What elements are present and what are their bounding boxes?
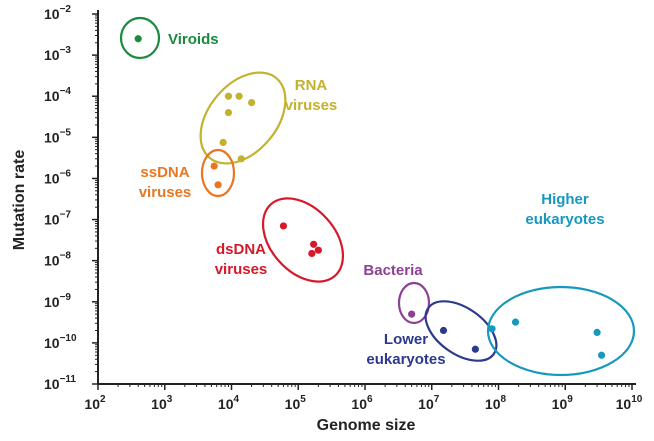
y-tick-label: 10−10 — [44, 333, 77, 351]
dsdna-viruses-point — [279, 222, 288, 230]
lower-eukaryotes-label: Lower — [384, 331, 428, 348]
x-tick-label: 107 — [418, 394, 440, 412]
lower-eukaryotes-point — [471, 345, 479, 353]
x-tick-label: 108 — [485, 394, 507, 412]
viroids-ellipse — [119, 16, 161, 60]
higher-eukaryotes-point — [488, 325, 496, 333]
rna-viruses-point — [247, 98, 256, 107]
y-tick-label: 10−2 — [44, 4, 71, 22]
y-tick-label: 10−8 — [44, 251, 71, 269]
rna-viruses-label: viruses — [285, 97, 338, 114]
higher-eukaryotes-point — [511, 318, 520, 326]
y-tick-label: 10−5 — [44, 127, 71, 145]
x-tick-label: 103 — [151, 394, 173, 412]
dsdna-viruses-point — [308, 249, 316, 258]
viroids-label: Viroids — [168, 31, 219, 48]
y-tick-label: 10−9 — [44, 292, 71, 310]
x-tick-label: 106 — [351, 394, 373, 412]
higher-eukaryotes-label: Higher — [541, 191, 589, 208]
rna-viruses-ellipse — [199, 71, 287, 165]
dsdna-viruses-ellipse — [261, 197, 345, 283]
higher-eukaryotes-point — [593, 328, 601, 336]
y-tick-label: 10−11 — [44, 374, 76, 392]
rna-viruses-point — [224, 108, 233, 117]
x-tick-label: 102 — [84, 394, 106, 412]
higher-eukaryotes-point — [597, 351, 606, 359]
dsdna-viruses-label: viruses — [215, 261, 268, 278]
lower-eukaryotes-point — [439, 326, 448, 335]
higher-eukaryotes-ellipse — [486, 285, 636, 377]
x-tick-label: 104 — [218, 394, 240, 412]
ssdna-viruses-ellipse — [200, 148, 236, 198]
tick-marks — [92, 13, 633, 390]
dsdna-viruses-point — [314, 246, 322, 254]
ssdna-viruses-point — [214, 181, 222, 189]
rna-viruses-point — [224, 92, 233, 100]
y-axis-title: Mutation rate — [11, 150, 28, 251]
bacteria-ellipse — [397, 281, 431, 325]
data-points — [134, 35, 606, 359]
bacteria-label: Bacteria — [363, 262, 423, 279]
lower-eukaryotes-label: eukaryotes — [366, 351, 445, 368]
plot-axes — [97, 10, 636, 385]
x-axis-title: Genome size — [317, 417, 416, 434]
tick-labels: 102 103 104 105 106 107 108 109 1010 10−2 10−3 10−4… — [44, 4, 643, 412]
ssdna-viruses-label: viruses — [139, 184, 192, 201]
dsdna-viruses-label: dsDNA — [216, 241, 266, 258]
rna-viruses-point — [235, 92, 243, 100]
rna-viruses-point — [219, 138, 227, 147]
x-tick-label: 1010 — [616, 394, 643, 412]
group-ellipses — [119, 16, 636, 377]
rna-viruses-point — [237, 155, 245, 163]
bacteria-point — [408, 310, 416, 318]
ssdna-viruses-point — [210, 162, 218, 170]
y-tick-label: 10−3 — [44, 45, 71, 63]
viroids-point — [134, 35, 142, 43]
x-tick-label: 105 — [285, 394, 307, 412]
group-labels: Viroids RNA viruses ssDNA viruses dsDNA viruse… — [139, 31, 605, 368]
dsdna-viruses-point — [310, 240, 318, 248]
lower-eukaryotes-ellipse — [424, 300, 498, 362]
y-tick-label: 10−4 — [44, 86, 71, 104]
rna-viruses-label: RNA — [295, 77, 328, 94]
y-tick-label: 10−6 — [44, 168, 71, 186]
x-tick-label: 109 — [552, 394, 574, 412]
ssdna-viruses-label: ssDNA — [140, 164, 189, 181]
higher-eukaryotes-label: eukaryotes — [525, 211, 604, 228]
y-tick-label: 10−7 — [44, 210, 71, 228]
